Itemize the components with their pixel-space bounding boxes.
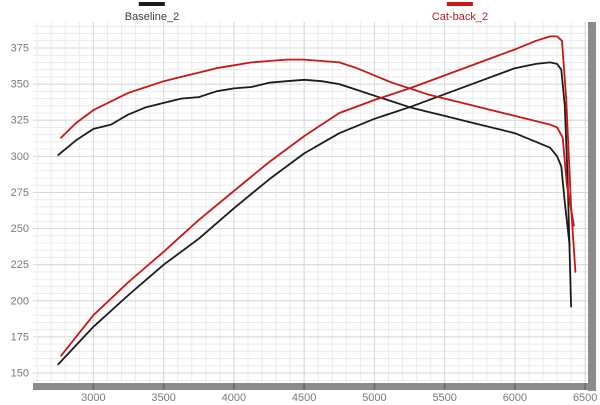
x-tick-label: 6000 [503,392,527,404]
x-tick-label: 3500 [151,392,175,404]
curve-baseline-power [57,61,572,366]
y-tick-label: 200 [11,295,29,307]
y-tick-label: 300 [11,151,29,163]
y-tick-label: 350 [11,79,29,91]
x-axis-tick [162,383,165,390]
y-axis-bar-right [588,22,596,391]
x-tick-label: 5000 [362,392,386,404]
x-tick-label: 6500 [573,392,597,404]
y-tick-label: 150 [11,368,29,380]
x-axis-tick [513,383,516,390]
x-tick-label: 3000 [81,392,105,404]
legend-item-baseline: Baseline_2 [125,2,179,25]
x-axis-tick [584,383,587,390]
curve-catback-power [60,35,577,357]
x-axis-tick [303,383,306,390]
y-tick-label: 375 [11,43,29,55]
curve-baseline-torque [57,78,571,247]
x-axis-tick [443,383,446,390]
x-tick-label: 5500 [432,392,456,404]
legend-item-catback: Cat-back_2 [432,2,488,25]
y-tick-label: 325 [11,115,29,127]
legend-label-baseline: Baseline_2 [124,11,180,23]
curve-catback-torque [60,58,575,227]
legend-label-catback: Cat-back_2 [431,11,489,23]
y-tick-label: 225 [11,259,29,271]
legend-swatch-baseline-icon [139,2,165,6]
x-axis-tick [232,383,235,390]
legend-swatch-catback-icon [446,2,473,6]
x-tick-label: 4000 [222,392,246,404]
x-axis-tick [92,383,95,390]
x-tick-label: 4500 [292,392,316,404]
y-tick-label: 275 [11,187,29,199]
y-tick-label: 175 [11,331,29,343]
x-axis-bar [33,383,596,390]
y-tick-label: 250 [11,223,29,235]
x-axis-tick [373,383,376,390]
